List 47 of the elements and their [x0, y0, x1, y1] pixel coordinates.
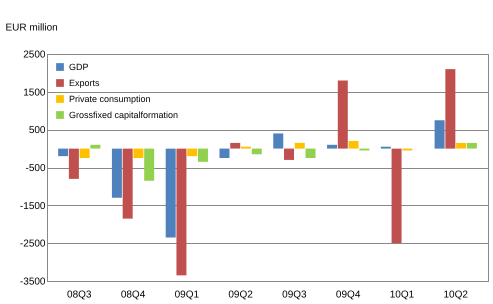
y-tick-label: -500	[25, 163, 46, 174]
legend-label: Exports	[69, 78, 100, 88]
bar	[68, 148, 79, 179]
bar	[434, 120, 445, 149]
legend-label: GDP	[69, 62, 89, 72]
x-tick-label: 08Q4	[120, 290, 146, 300]
bar	[112, 148, 122, 198]
y-tick-label: -1500	[20, 200, 46, 212]
bar	[144, 148, 154, 181]
bar	[230, 142, 240, 149]
x-tick-label: 09Q3	[282, 290, 308, 300]
bar	[466, 142, 477, 149]
bar	[198, 148, 208, 162]
legend-label: Grossfixed capitalformation	[69, 110, 178, 120]
bar	[348, 141, 359, 149]
bar	[294, 142, 305, 149]
x-tick-label: 10Q2	[443, 290, 468, 300]
bar	[306, 148, 316, 158]
bar	[90, 144, 100, 149]
bar	[219, 148, 230, 158]
bar	[166, 148, 176, 238]
y-tick-label: -2500	[20, 238, 46, 250]
bar	[338, 80, 348, 149]
x-tick-label: 09Q2	[228, 290, 254, 300]
bar	[392, 148, 402, 244]
bar	[252, 148, 262, 154]
bar	[176, 148, 186, 276]
bar	[58, 148, 68, 156]
y-tick-label: -3500	[20, 276, 46, 288]
x-tick-label: 09Q1	[174, 290, 200, 300]
bar	[456, 142, 466, 149]
y-tick-label: 500	[28, 125, 46, 136]
bar	[122, 148, 133, 219]
bar	[327, 144, 338, 149]
legend-label: Private consumption	[69, 94, 151, 104]
bar	[284, 148, 294, 160]
bar	[445, 69, 456, 149]
bar	[133, 148, 144, 158]
x-tick-label: 08Q3	[67, 290, 92, 300]
y-axis-title: EUR million	[6, 22, 58, 34]
x-tick-label: 09Q4	[336, 290, 361, 300]
x-tick-label: 10Q1	[390, 290, 415, 300]
y-tick-label: 2500	[23, 50, 46, 60]
bar	[273, 133, 284, 149]
bar	[80, 148, 90, 158]
y-tick-label: 1500	[23, 87, 46, 98]
bar	[187, 148, 198, 156]
